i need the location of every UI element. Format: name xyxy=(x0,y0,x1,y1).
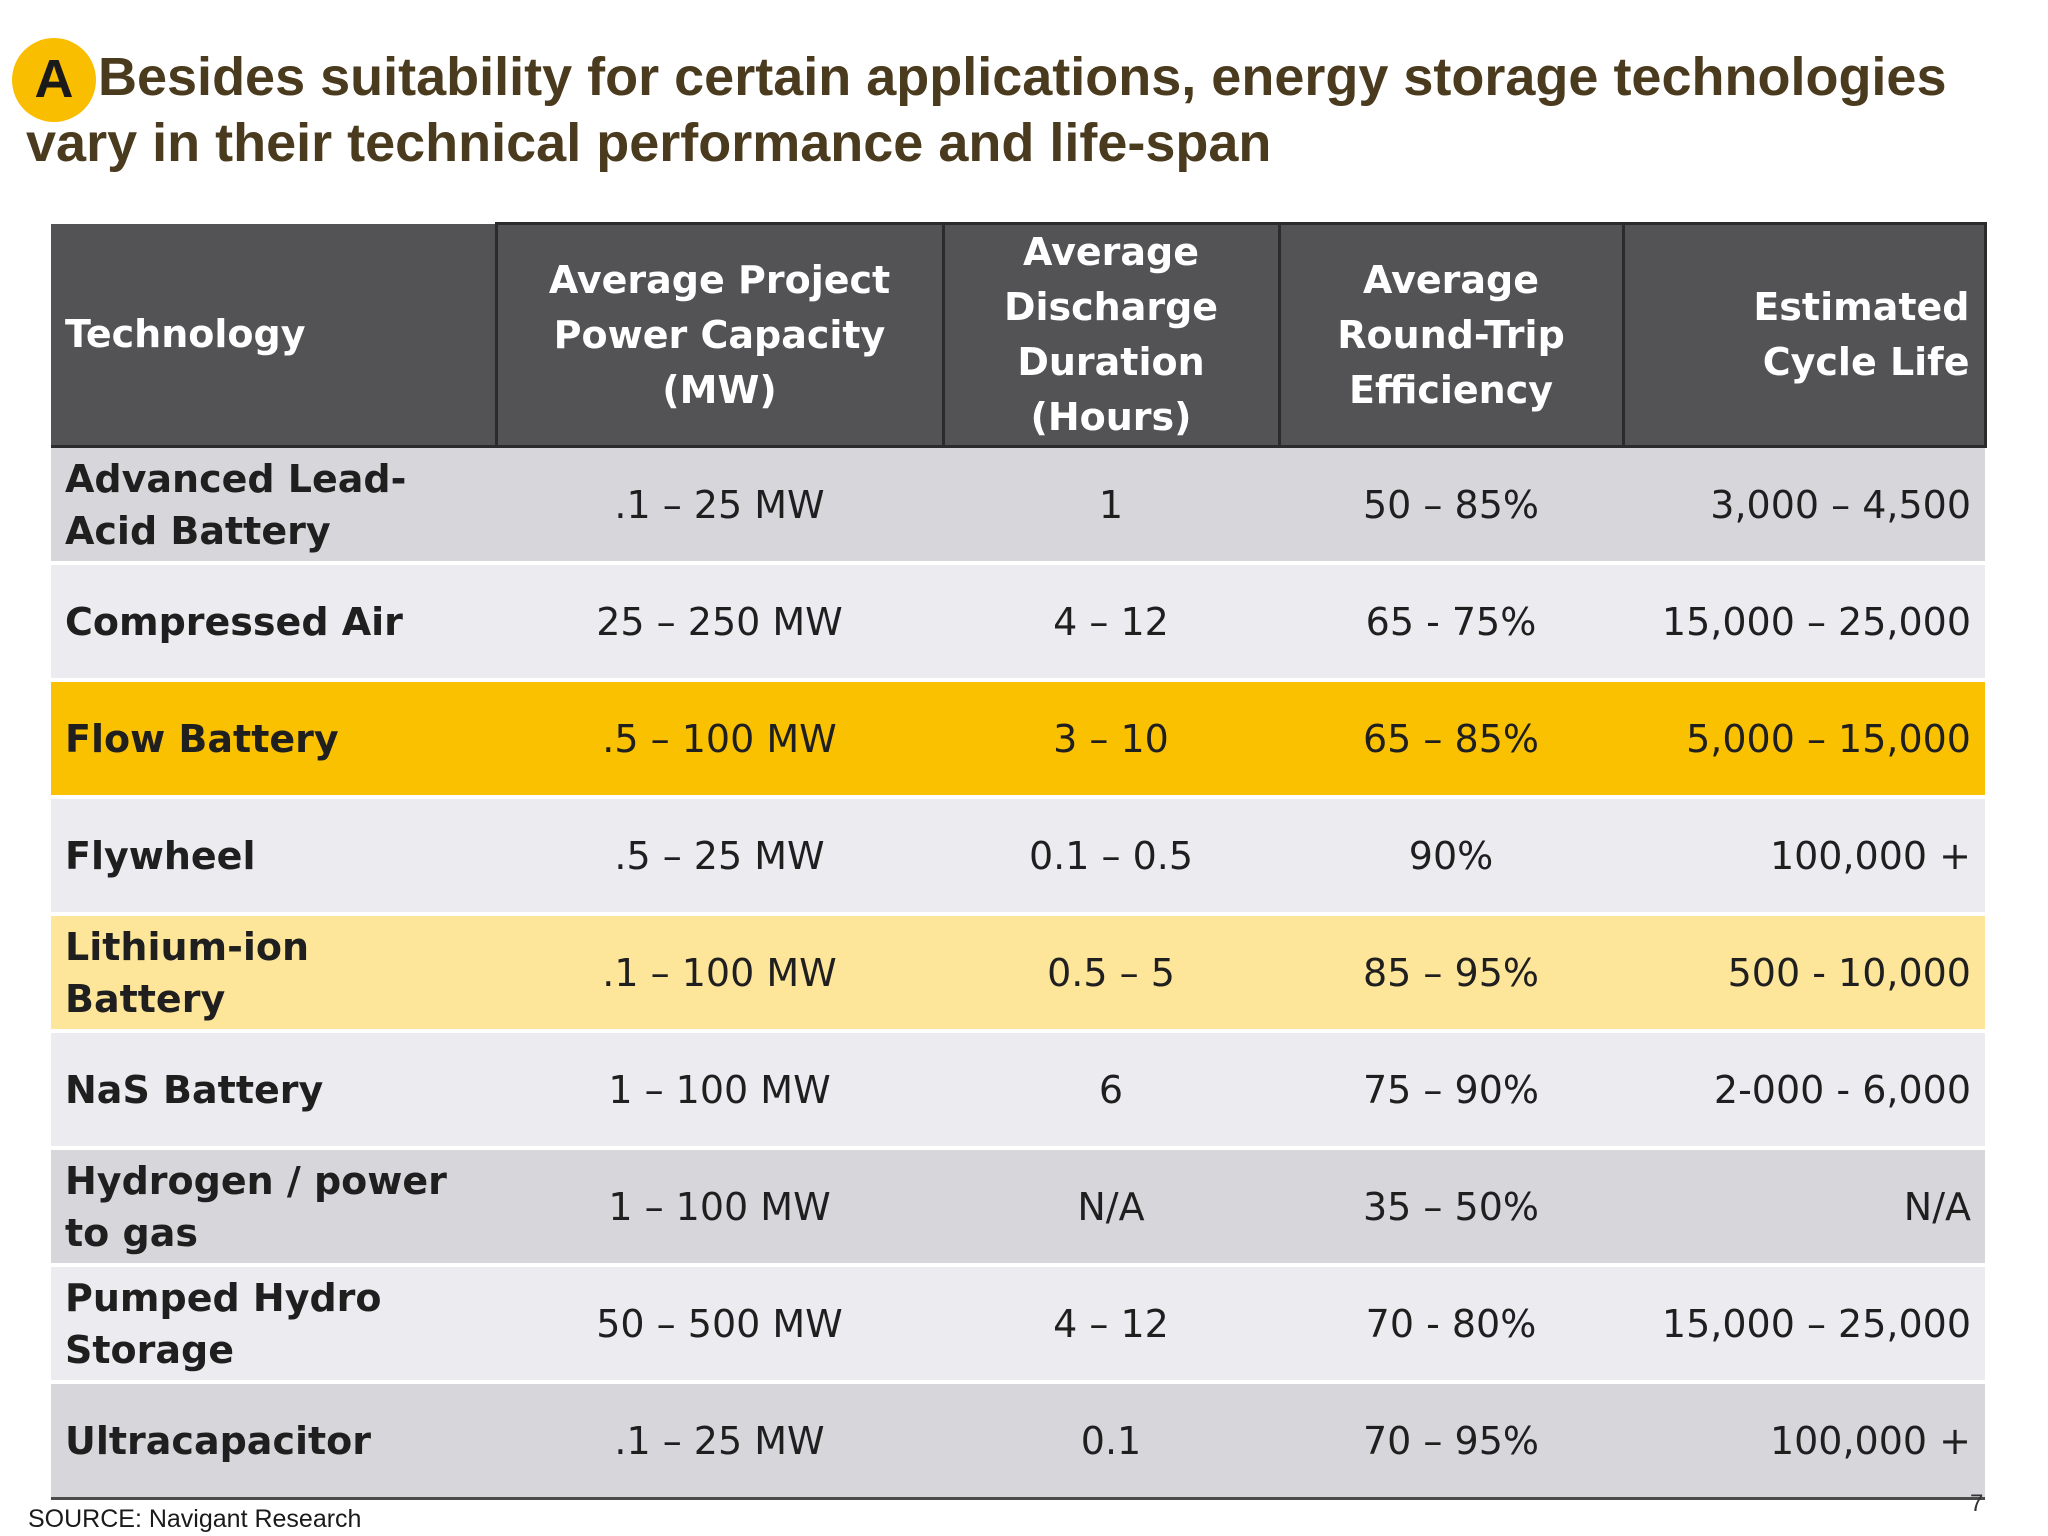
section-badge: A xyxy=(12,38,96,122)
technology-cell: NaS Battery xyxy=(51,1029,496,1148)
storage-technology-table: Technology Average Project Power Capacit… xyxy=(51,222,1987,1500)
table-header-row: Technology Average Project Power Capacit… xyxy=(51,222,1987,448)
title-block: A Besides suitability for certain applic… xyxy=(12,38,2016,176)
capacity-cell: 1 – 100 MW xyxy=(496,1146,943,1265)
efficiency-cell: 70 – 95% xyxy=(1279,1380,1623,1500)
technology-cell: Pumped Hydro Storage xyxy=(51,1263,496,1382)
capacity-cell: .1 – 25 MW xyxy=(496,446,943,563)
technology-cell: Ultracapacitor xyxy=(51,1380,496,1500)
capacity-cell: .5 – 100 MW xyxy=(496,678,943,797)
cycle-life-cell: 100,000 + xyxy=(1623,1380,1985,1500)
table-row: NaS Battery 1 – 100 MW 6 75 – 90% 2-000 … xyxy=(51,1029,1985,1148)
duration-cell: 4 – 12 xyxy=(943,561,1279,680)
efficiency-cell: 50 – 85% xyxy=(1279,446,1623,563)
technology-cell: Hydrogen / power to gas xyxy=(51,1146,496,1265)
duration-cell: N/A xyxy=(943,1146,1279,1265)
table-row: Hydrogen / power to gas 1 – 100 MW N/A 3… xyxy=(51,1146,1985,1265)
efficiency-cell: 35 – 50% xyxy=(1279,1146,1623,1265)
page-title: Besides suitability for certain applicat… xyxy=(26,47,1947,173)
capacity-cell: 25 – 250 MW xyxy=(496,561,943,680)
efficiency-cell: 85 – 95% xyxy=(1279,912,1623,1031)
page-number: 7 xyxy=(1970,1490,1984,1517)
cycle-life-cell: 500 - 10,000 xyxy=(1623,912,1985,1031)
technology-cell: Compressed Air xyxy=(51,561,496,680)
table-row: Compressed Air 25 – 250 MW 4 – 12 65 - 7… xyxy=(51,561,1985,680)
capacity-cell: .1 – 100 MW xyxy=(496,912,943,1031)
header-technology: Technology xyxy=(51,223,496,448)
table-row-highlighted: Lithium-ion Battery .1 – 100 MW 0.5 – 5 … xyxy=(51,912,1985,1031)
duration-cell: 4 – 12 xyxy=(943,1263,1279,1382)
efficiency-cell: 65 – 85% xyxy=(1279,678,1623,797)
cycle-life-cell: 15,000 – 25,000 xyxy=(1623,561,1985,680)
duration-cell: 0.5 – 5 xyxy=(943,912,1279,1031)
table-row: Advanced Lead-Acid Battery .1 – 25 MW 1 … xyxy=(51,446,1985,563)
duration-cell: 0.1 xyxy=(943,1380,1279,1500)
header-discharge-duration: Average Discharge Duration (Hours) xyxy=(941,222,1279,448)
cycle-life-cell: 100,000 + xyxy=(1623,795,1985,914)
cycle-life-cell: 5,000 – 15,000 xyxy=(1623,678,1985,797)
capacity-cell: .5 – 25 MW xyxy=(496,795,943,914)
cycle-life-cell: N/A xyxy=(1623,1146,1985,1265)
efficiency-cell: 90% xyxy=(1279,795,1623,914)
table-row: Pumped Hydro Storage 50 – 500 MW 4 – 12 … xyxy=(51,1263,1985,1382)
efficiency-cell: 75 – 90% xyxy=(1279,1029,1623,1148)
cycle-life-cell: 3,000 – 4,500 xyxy=(1623,446,1985,563)
capacity-cell: 1 – 100 MW xyxy=(496,1029,943,1148)
table-row: Flywheel .5 – 25 MW 0.1 – 0.5 90% 100,00… xyxy=(51,795,1985,914)
source-note: SOURCE: Navigant Research xyxy=(28,1505,362,1533)
header-round-trip-efficiency: Average Round-Trip Efficiency xyxy=(1277,222,1623,448)
table-row: Ultracapacitor .1 – 25 MW 0.1 70 – 95% 1… xyxy=(51,1380,1985,1500)
technology-cell: Flow Battery xyxy=(51,678,496,797)
technology-cell: Lithium-ion Battery xyxy=(51,912,496,1031)
capacity-cell: 50 – 500 MW xyxy=(496,1263,943,1382)
header-cycle-life: Estimated Cycle Life xyxy=(1621,222,1987,448)
duration-cell: 3 – 10 xyxy=(943,678,1279,797)
cycle-life-cell: 15,000 – 25,000 xyxy=(1623,1263,1985,1382)
capacity-cell: .1 – 25 MW xyxy=(496,1380,943,1500)
technology-cell: Flywheel xyxy=(51,795,496,914)
efficiency-cell: 65 - 75% xyxy=(1279,561,1623,680)
cycle-life-cell: 2-000 - 6,000 xyxy=(1623,1029,1985,1148)
header-power-capacity: Average Project Power Capacity (MW) xyxy=(494,222,943,448)
duration-cell: 0.1 – 0.5 xyxy=(943,795,1279,914)
duration-cell: 1 xyxy=(943,446,1279,563)
efficiency-cell: 70 - 80% xyxy=(1279,1263,1623,1382)
duration-cell: 6 xyxy=(943,1029,1279,1148)
table-row-highlighted: Flow Battery .5 – 100 MW 3 – 10 65 – 85%… xyxy=(51,678,1985,797)
technology-cell: Advanced Lead-Acid Battery xyxy=(51,446,496,563)
